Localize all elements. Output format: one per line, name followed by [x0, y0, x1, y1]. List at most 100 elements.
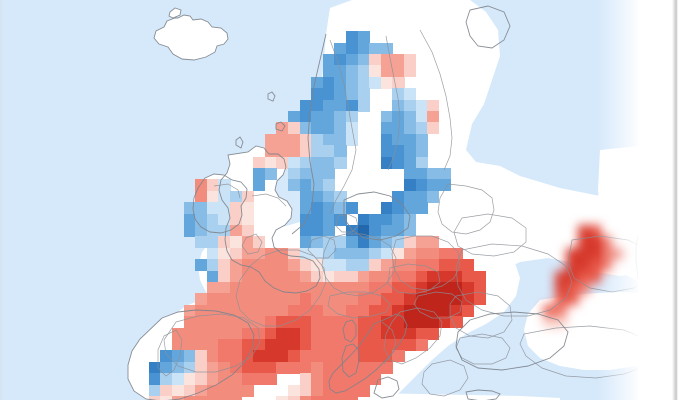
anomaly-grid-cell: [218, 259, 231, 272]
anomaly-grid-cell: [195, 384, 208, 397]
anomaly-grid-cell: [380, 42, 393, 55]
anomaly-grid-cell: [357, 42, 370, 55]
anomaly-grid-cell: [380, 270, 393, 283]
anomaly-grid-cell: [357, 54, 370, 66]
anomaly-grid-cell: [299, 225, 312, 237]
border-ireland-north: [213, 183, 241, 199]
anomaly-grid-cell: [357, 316, 370, 329]
anomaly-grid-cell: [404, 225, 417, 237]
anomaly-grid-cell: [334, 122, 347, 135]
anomaly-grid-cell: [195, 202, 208, 215]
anomaly-grid-cell: [253, 270, 266, 283]
anomaly-grid-cell: [334, 202, 347, 215]
anomaly-grid-cell: [322, 65, 335, 78]
anomaly-grid-cell: [346, 384, 359, 397]
anomaly-grid-cell: [415, 339, 428, 351]
anomaly-grid-cell: [288, 327, 301, 340]
anomaly-grid-cell: [334, 99, 347, 112]
anomaly-grid-cell: [299, 179, 312, 192]
anomaly-grid-cell: [369, 339, 382, 351]
anomaly-grid-cell: [241, 202, 254, 215]
anomaly-grid-cell: [380, 225, 393, 237]
anomaly-grid-cell: [299, 316, 312, 329]
anomaly-grid-cell: [450, 316, 463, 329]
anomaly-grid-cell: [346, 76, 359, 89]
anomaly-grid-cell-blurred: [543, 316, 556, 329]
anomaly-grid-cell: [299, 99, 312, 112]
coast-ireland: [192, 173, 248, 234]
anomaly-grid-cell: [357, 361, 370, 374]
anomaly-grid-cell: [299, 361, 312, 374]
anomaly-grid-cell: [299, 350, 312, 363]
anomaly-grid-cell: [392, 156, 405, 169]
anomaly-grid-cell: [206, 190, 219, 203]
anomaly-grid-cell: [346, 88, 359, 101]
anomaly-grid-cell: [404, 213, 417, 226]
anomaly-grid-cell: [299, 373, 312, 386]
anomaly-grid-cell: [264, 247, 277, 260]
anomaly-grid-cell: [334, 247, 347, 260]
anomaly-grid-cell: [311, 145, 324, 158]
anomaly-grid-cell: [392, 236, 405, 249]
anomaly-grid-cell: [415, 179, 428, 192]
anomaly-grid-cell: [404, 236, 417, 249]
anomaly-grid-cell: [334, 156, 347, 169]
anomaly-grid-cell: [288, 179, 301, 192]
anomaly-grid-cell-blurred: [566, 293, 579, 306]
anomaly-grid-cell: [462, 270, 475, 283]
anomaly-grid-cell-blurred: [566, 270, 579, 283]
anomaly-grid-cell: [346, 202, 359, 215]
anomaly-grid-cell: [334, 133, 347, 146]
anomaly-grid-cell: [380, 282, 393, 294]
anomaly-grid-cell-blurred: [578, 247, 591, 260]
anomaly-grid-cell: [404, 65, 417, 78]
anomaly-grid-cell: [172, 361, 185, 374]
anomaly-grid-cell: [311, 373, 324, 386]
anomaly-grid-cell: [311, 327, 324, 340]
coast-iceland-peninsula: [168, 7, 182, 19]
anomaly-grid-cell: [322, 304, 335, 317]
coast-white-sea: [465, 5, 511, 49]
border-ukraine: [455, 243, 573, 317]
anomaly-grid-cell: [160, 384, 173, 397]
anomaly-grid-cell: [206, 316, 219, 329]
anomaly-grid-cell: [334, 293, 347, 306]
anomaly-grid-cell: [438, 179, 451, 192]
anomaly-grid-cell: [299, 396, 312, 400]
coast-hebrides: [235, 136, 244, 149]
coast-crete: [465, 389, 501, 400]
anomaly-grid-cell: [276, 361, 289, 374]
anomaly-grid-cell: [380, 316, 393, 329]
anomaly-grid-cell: [334, 111, 347, 123]
anomaly-grid-cell: [288, 145, 301, 158]
anomaly-grid-cell: [427, 168, 440, 180]
anomaly-grid-cell: [357, 327, 370, 340]
anomaly-grid-cell: [206, 361, 219, 374]
anomaly-grid-cell: [253, 304, 266, 317]
anomaly-grid-cell: [264, 293, 277, 306]
anomaly-grid-cell: [160, 373, 173, 386]
anomaly-grid-cell: [311, 282, 324, 294]
anomaly-grid-cell: [415, 133, 428, 146]
anomaly-grid-cell: [369, 42, 382, 55]
anomaly-grid-cell: [357, 31, 370, 44]
anomaly-grid-cell: [404, 270, 417, 283]
coast-baltic: [343, 191, 411, 241]
anomaly-grid-cell: [299, 236, 312, 249]
anomaly-grid-cell: [334, 54, 347, 66]
anomaly-grid-cell: [288, 339, 301, 351]
anomaly-grid-cell: [264, 361, 277, 374]
border-italy-internal: [381, 321, 397, 365]
anomaly-grid-cell: [206, 339, 219, 351]
anomaly-grid-cell: [322, 88, 335, 101]
anomaly-grid-cell: [288, 122, 301, 135]
anomaly-grid-cell: [288, 168, 301, 180]
anomaly-grid-cell: [311, 111, 324, 123]
anomaly-grid-cell: [183, 202, 196, 215]
anomaly-grid-cell: [322, 168, 335, 180]
anomaly-grid-cell: [346, 339, 359, 351]
anomaly-grid-cell: [299, 293, 312, 306]
anomaly-grid-cell: [427, 99, 440, 112]
anomaly-grid-cell: [160, 350, 173, 363]
